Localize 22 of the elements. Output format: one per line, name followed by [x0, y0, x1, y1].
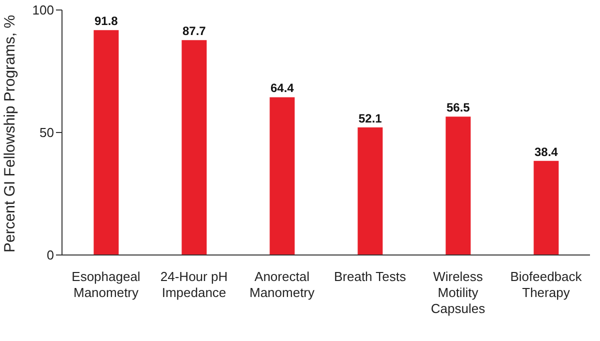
- data-label: 64.4: [270, 81, 294, 96]
- data-label: 91.8: [94, 14, 118, 28]
- bar: [270, 97, 295, 255]
- data-label: 52.1: [358, 111, 382, 126]
- x-tick-label: Wireless Motility Capsules: [430, 269, 486, 316]
- x-tick-label: Breath Tests: [334, 269, 407, 284]
- x-tick-label: 24-Hour pH Impedance: [160, 269, 228, 300]
- bar: [94, 30, 119, 255]
- bar: [534, 160, 559, 255]
- y-tick-label: 0: [46, 248, 54, 263]
- x-tick-label: Biofeedback Therapy: [510, 269, 582, 300]
- y-axis-title: Percent GI Fellowship Programs, %: [1, 14, 18, 252]
- y-tick-label: 50: [40, 125, 54, 140]
- x-tick-label: Esophageal Manometry: [72, 269, 140, 300]
- x-tick-label: Anorectal Manometry: [249, 269, 316, 300]
- bar: [358, 127, 383, 255]
- data-label: 87.7: [182, 24, 206, 38]
- data-label: 56.5: [446, 100, 470, 115]
- data-label: 38.4: [534, 144, 558, 159]
- y-tick-label: 100: [32, 2, 54, 18]
- bar: [446, 116, 471, 255]
- bar: [182, 40, 207, 255]
